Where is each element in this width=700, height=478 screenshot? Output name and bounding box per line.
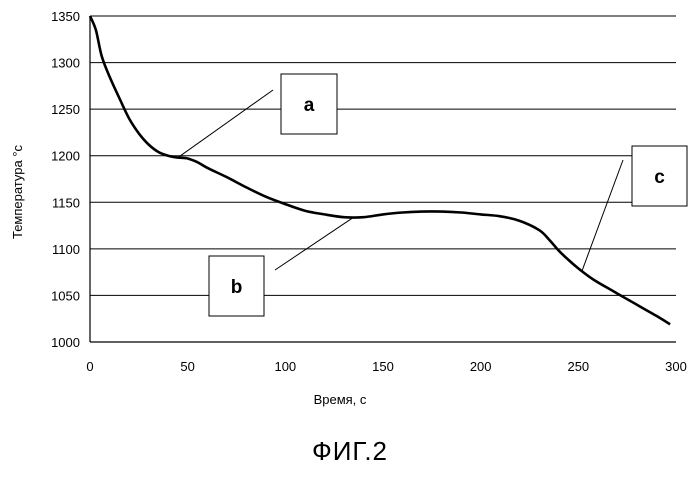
plot-area — [90, 16, 676, 342]
figure-caption: ФИГ.2 — [0, 436, 700, 467]
y-axis-title: Температура °с — [10, 144, 25, 239]
temperature-chart: 050100150200250300 100010501100115012001… — [0, 0, 700, 430]
x-tick-250: 250 — [567, 359, 589, 374]
x-tick-labels: 0 50 100 150 200 250 300 — [86, 359, 686, 374]
callout-b-label: b — [231, 277, 243, 298]
y-tick-1250: 1250 — [51, 102, 80, 117]
x-tick-0: 0 — [86, 359, 93, 374]
x-tick-150: 150 — [372, 359, 394, 374]
y-tick-labels: 1000 1050 1100 1150 1200 1250 1300 1350 — [51, 9, 80, 350]
y-tick-1200: 1200 — [51, 149, 80, 164]
x-tick-200: 200 — [470, 359, 492, 374]
y-tick-1050: 1050 — [51, 288, 80, 303]
x-tick-300: 300 — [665, 359, 687, 374]
y-tick-1300: 1300 — [51, 56, 80, 71]
y-tick-1350: 1350 — [51, 9, 80, 24]
callout-a-label: a — [304, 95, 315, 116]
x-tick-100: 100 — [274, 359, 296, 374]
y-tick-1100: 1100 — [52, 242, 80, 257]
y-tick-1000: 1000 — [51, 335, 80, 350]
x-axis-title: Время, с — [314, 392, 367, 407]
x-tick-50: 50 — [180, 359, 194, 374]
callout-c-label: c — [654, 167, 665, 188]
y-tick-1150: 1150 — [52, 195, 80, 210]
